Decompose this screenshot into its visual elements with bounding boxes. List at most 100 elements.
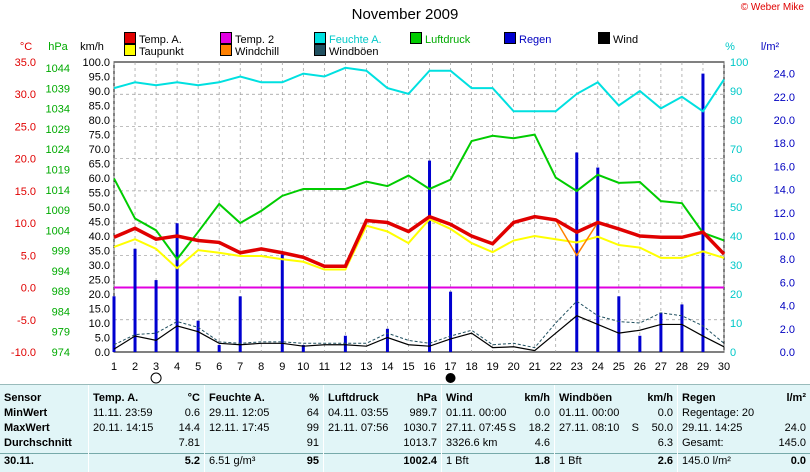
new-moon-icon [445, 373, 456, 383]
col-header: Luftdruck [328, 392, 379, 404]
pct-tick-label: 0 [730, 347, 736, 359]
chart-title: November 2009 [351, 6, 459, 23]
legend-feuchte: Feuchte A. [314, 32, 382, 46]
kmh-tick-label: 100.0 [82, 57, 110, 69]
x-tick-label: 24 [592, 361, 604, 373]
rain-bar [112, 296, 116, 352]
col-header: Wind [446, 392, 473, 404]
legend-regen: Regen [504, 32, 551, 46]
cell-value: 6.3 [657, 437, 673, 449]
col-unit: km/h [647, 392, 673, 404]
series-line-wind [113, 315, 725, 352]
rain-tick-label: 16.0 [774, 161, 795, 173]
x-tick-label: 3 [153, 361, 159, 373]
cell-label: 1 Bft [559, 455, 582, 467]
kmh-tick-label: 25.0 [89, 275, 110, 287]
x-tick-label: 29 [697, 361, 709, 373]
series-line-temp-a- [113, 214, 726, 269]
pct-tick-label: 50 [730, 202, 742, 214]
x-tick-label: 11 [319, 361, 330, 373]
cell-value: 50.0 [651, 422, 673, 434]
cell-time: 27.11. 08:10 [559, 422, 620, 434]
legend-temp-2: Temp. 2 [220, 32, 274, 46]
cell-value: 91 [306, 437, 319, 449]
rain-bar [238, 296, 242, 352]
cell-time: Regentage: 20 [682, 407, 755, 419]
weather-chart: 35.030.025.020.015.010.05.00.0-5.0-10.01… [11, 41, 795, 384]
pct-unit-label: % [725, 41, 735, 53]
kmh-tick-label: 30.0 [89, 260, 110, 272]
temp-tick-label: 25.0 [15, 121, 36, 133]
cell-time: 29.11. 12:05 [209, 407, 270, 419]
x-tick-label: 25 [613, 361, 625, 373]
col-header: Windböen [559, 392, 613, 404]
rain-bar [449, 291, 453, 352]
kmh-tick-label: 60.0 [89, 173, 110, 185]
rain-bar [617, 296, 621, 352]
x-tick-label: 7 [237, 361, 243, 373]
hpa-tick-label: 1044 [46, 63, 70, 75]
x-tick-label: 27 [655, 361, 667, 373]
legend-taupunkt: Taupunkt [124, 44, 184, 58]
col-unit: l/m² [786, 392, 806, 404]
summary-table: Sensor MinWert MaxWert Durchschnitt 30.1… [0, 384, 810, 472]
full-moon-icon [150, 372, 162, 384]
temp-tick-label: -10.0 [11, 347, 36, 359]
row-label: MinWert [4, 407, 48, 419]
rain-tick-label: 22.0 [774, 92, 795, 104]
temp-tick-label: 30.0 [15, 89, 36, 101]
hpa-tick-label: 1024 [46, 144, 70, 156]
kmh-tick-label: 50.0 [89, 202, 110, 214]
col-header: Temp. A. [93, 392, 139, 404]
x-tick-label: 23 [571, 361, 583, 373]
rain-bar [154, 280, 158, 352]
rain-tick-label: 12.0 [774, 208, 795, 220]
cell-value: 1013.7 [403, 437, 437, 449]
rain-tick-label: 2.0 [780, 324, 795, 336]
x-tick-label: 5 [195, 361, 201, 373]
x-tick-label: 9 [279, 361, 285, 373]
cell-value: 4.6 [534, 437, 550, 449]
x-tick-label: 14 [381, 361, 393, 373]
pct-tick-label: 80 [730, 115, 742, 127]
cell-value: 0.0 [790, 455, 806, 467]
cell-label: Gesamt: [682, 437, 724, 449]
rain-tick-label: 24.0 [774, 69, 795, 81]
cell-value: 145.0 [778, 437, 806, 449]
kmh-tick-label: 45.0 [89, 217, 110, 229]
x-tick-label: 21 [529, 361, 541, 373]
cell-value: 5.2 [184, 455, 200, 467]
cell-value: 99 [306, 422, 319, 434]
kmh-tick-label: 35.0 [89, 246, 110, 258]
temp-tick-label: 10.0 [15, 218, 36, 230]
cell-label: 1 Bft [446, 455, 469, 467]
cell-value: 95 [306, 455, 319, 467]
rain-bar [280, 254, 284, 352]
x-tick-label: 16 [423, 361, 435, 373]
x-tick-label: 20 [508, 361, 520, 373]
rain-bar [175, 223, 179, 352]
rain-bar [196, 320, 200, 352]
pct-tick-label: 40 [730, 231, 742, 243]
pct-tick-label: 20 [730, 289, 742, 301]
cell-label: 3326.6 km [446, 437, 498, 449]
hpa-tick-label: 984 [52, 306, 70, 318]
x-tick-label: 15 [402, 361, 414, 373]
x-tick-label: 8 [258, 361, 264, 373]
x-tick-label: 6 [216, 361, 222, 373]
cell-value: 24.0 [784, 422, 806, 434]
x-tick-label: 19 [486, 361, 498, 373]
col-unit: km/h [524, 392, 550, 404]
cell-time: 11.11. 23:59 [93, 407, 153, 419]
temp-tick-label: 5.0 [21, 250, 36, 262]
cell-dir: S [631, 422, 639, 434]
col-unit: % [309, 392, 319, 404]
hpa-unit-label: hPa [48, 41, 68, 53]
cell-value: 0.0 [657, 407, 673, 419]
legend-windboeen: Windböen [314, 44, 379, 58]
x-tick-label: 2 [132, 361, 138, 373]
col-unit: hPa [416, 392, 437, 404]
cell-label: 6.51 g/m³ [209, 455, 256, 467]
series-line-windb-en [113, 300, 725, 349]
cell-time: 12.11. 17:45 [209, 422, 270, 434]
